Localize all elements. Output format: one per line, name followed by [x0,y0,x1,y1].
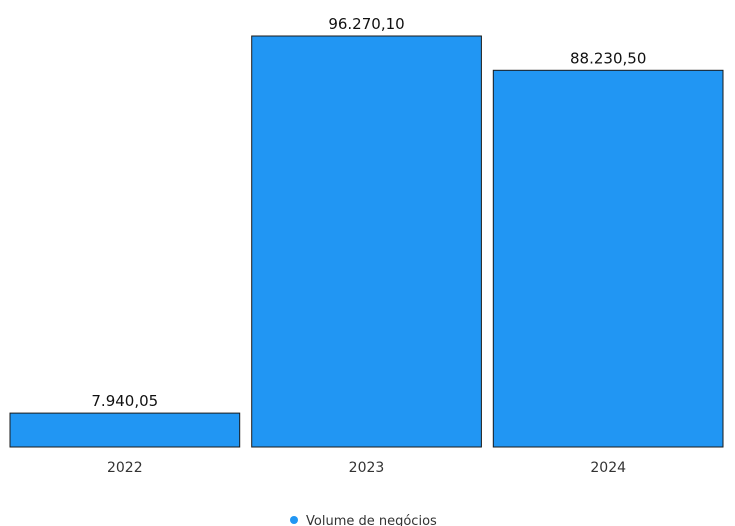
x-tick-label-2024: 2024 [590,460,626,476]
x-tick-labels-group: 2022 2023 2024 [107,460,626,476]
legend-marker-volume [290,516,298,524]
x-tick-label-2022: 2022 [107,460,143,476]
x-tick-label-2023: 2023 [349,460,385,476]
legend[interactable]: Volume de negócios [290,514,437,526]
value-labels-group: 7.940,05 96.270,10 88.230,50 [91,15,646,410]
bar-2023[interactable] [251,35,482,448]
legend-label-volume: Volume de negócios [306,514,437,526]
bar-2022[interactable] [9,412,241,448]
bar-2024[interactable] [492,69,724,448]
value-label-2023: 96.270,10 [328,15,404,33]
bars-group [9,35,724,448]
value-label-2024: 88.230,50 [570,49,646,67]
value-label-2022: 7.940,05 [91,392,158,410]
